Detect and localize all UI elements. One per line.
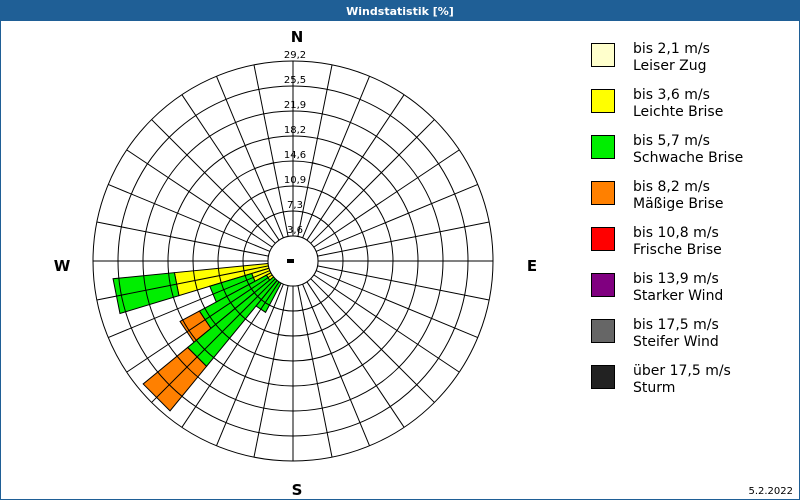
legend-item: bis 5,7 m/s Schwache Brise (591, 133, 791, 181)
legend-range: über 17,5 m/s (633, 363, 731, 379)
radial-tick-label: 29,2 (284, 50, 306, 61)
legend-label: Sturm (633, 380, 676, 396)
legend-item: über 17,5 m/s Sturm (591, 363, 791, 411)
radial-tick-label: 21,9 (284, 100, 306, 111)
legend-swatch-icon (591, 43, 615, 67)
legend-item: bis 13,9 m/s Starker Wind (591, 271, 791, 319)
legend-label: Leiser Zug (633, 58, 707, 74)
radial-tick-label: 7,3 (287, 200, 303, 211)
legend-item: bis 17,5 m/s Steifer Wind (591, 317, 791, 365)
legend-range: bis 10,8 m/s (633, 225, 719, 241)
legend-item: bis 8,2 m/s Mäßige Brise (591, 179, 791, 227)
title-bar: Windstatistik [%] (1, 1, 799, 21)
radial-tick-label: 3,6 (287, 225, 303, 236)
legend-label: Schwache Brise (633, 150, 744, 166)
compass-south-label: S (292, 481, 303, 499)
wind-rose-plot: 3,6 7,3 10,9 14,6 18,2 21,9 25,5 29,2 N E S W (54, 28, 537, 499)
date-label: 5.2.2022 (748, 486, 793, 497)
legend-range: bis 2,1 m/s (633, 41, 710, 57)
legend-label: Mäßige Brise (633, 196, 724, 212)
compass-west-label: W (54, 257, 71, 275)
polar-grid (92, 60, 494, 462)
legend: bis 2,1 m/s Leiser Zug bis 3,6 m/s Leichte… (591, 41, 791, 411)
legend-swatch-icon (591, 227, 615, 251)
legend-swatch-icon (591, 365, 615, 389)
legend-swatch-icon (591, 181, 615, 205)
legend-range: bis 13,9 m/s (633, 271, 719, 287)
legend-label: Frische Brise (633, 242, 722, 258)
legend-item: bis 2,1 m/s Leiser Zug (591, 41, 791, 89)
radial-tick-labels: 3,6 7,3 10,9 14,6 18,2 21,9 25,5 29,2 (284, 50, 306, 236)
legend-label: Leichte Brise (633, 104, 724, 120)
compass-east-label: E (527, 257, 537, 275)
legend-item: bis 10,8 m/s Frische Brise (591, 225, 791, 273)
compass-north-label: N (291, 28, 304, 46)
legend-range: bis 17,5 m/s (633, 317, 719, 333)
legend-swatch-icon (591, 319, 615, 343)
wind-rose-chart: 3,6 7,3 10,9 14,6 18,2 21,9 25,5 29,2 N E S W b… (1, 21, 799, 499)
legend-label: Steifer Wind (633, 334, 719, 350)
legend-range: bis 5,7 m/s (633, 133, 710, 149)
legend-swatch-icon (591, 89, 615, 113)
legend-swatch-icon (591, 135, 615, 159)
radial-tick-label: 18,2 (284, 125, 306, 136)
radial-tick-label: 14,6 (284, 150, 306, 161)
legend-swatch-icon (591, 273, 615, 297)
radial-tick-label: 25,5 (284, 75, 306, 86)
radial-tick-label: 10,9 (284, 175, 306, 186)
legend-range: bis 3,6 m/s (633, 87, 710, 103)
legend-item: bis 3,6 m/s Leichte Brise (591, 87, 791, 135)
legend-label: Starker Wind (633, 288, 724, 304)
legend-range: bis 8,2 m/s (633, 179, 710, 195)
wind-rose-wedges (112, 260, 294, 412)
